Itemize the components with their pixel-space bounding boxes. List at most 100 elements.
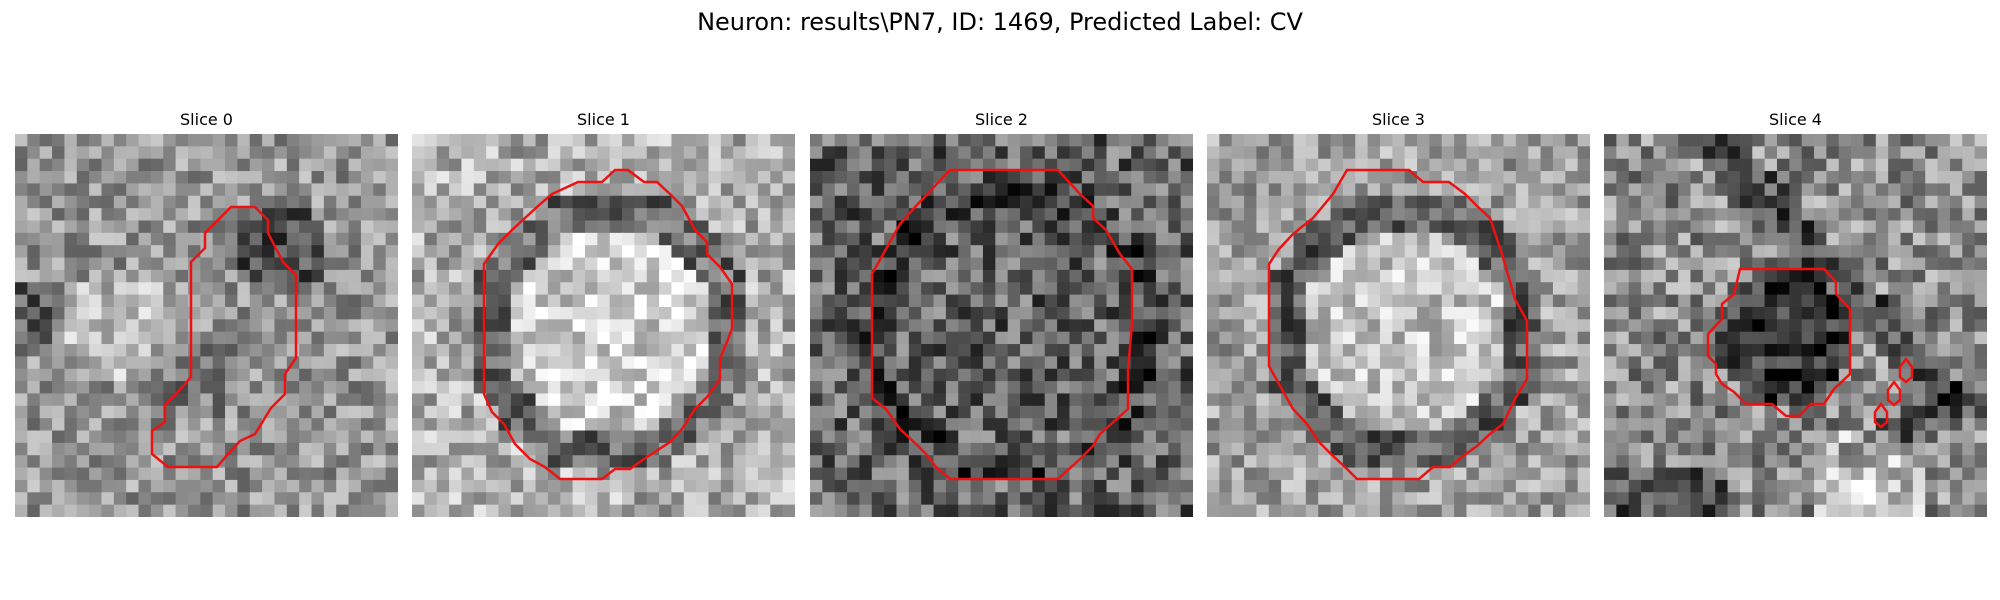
pixel: [1616, 356, 1630, 370]
pixel: [373, 245, 387, 259]
pixel: [757, 269, 771, 283]
pixel: [39, 319, 53, 333]
pixel: [1379, 492, 1393, 506]
pixel: [871, 430, 885, 444]
pixel: [1032, 504, 1046, 517]
pixel: [1404, 393, 1418, 407]
pixel: [1838, 504, 1852, 517]
pixel: [1268, 171, 1282, 185]
pixel: [1392, 467, 1406, 481]
pixel: [1342, 418, 1356, 432]
pixel: [1081, 319, 1095, 333]
pixel: [1007, 232, 1021, 246]
pixel: [871, 344, 885, 357]
pixel: [1900, 171, 1914, 185]
pixel: [1851, 381, 1865, 395]
pixel: [822, 356, 836, 370]
pixel: [1900, 418, 1914, 432]
pixel: [810, 356, 823, 370]
pixel: [373, 405, 387, 419]
pixel: [945, 269, 959, 283]
pixel: [970, 479, 984, 493]
pixel: [1155, 158, 1169, 172]
pixel: [1875, 504, 1889, 517]
pixel: [745, 393, 759, 407]
pixel: [1441, 418, 1455, 432]
pixel: [237, 381, 251, 395]
pixel: [126, 368, 140, 382]
pixel: [39, 479, 53, 493]
pixel: [175, 430, 189, 444]
pixel: [348, 257, 362, 271]
pixel: [1478, 368, 1492, 382]
pixel: [597, 393, 611, 407]
pixel: [163, 208, 177, 222]
pixel: [113, 183, 127, 197]
pixel: [1429, 158, 1443, 172]
pixel: [1515, 171, 1529, 185]
pixel: [745, 331, 759, 345]
pixel: [1168, 319, 1182, 333]
pixel: [757, 134, 771, 147]
pixel: [982, 195, 996, 209]
pixel: [1912, 467, 1926, 481]
pixel: [896, 504, 910, 517]
pixel: [1801, 257, 1815, 271]
pixel: [52, 381, 66, 395]
pixel: [1949, 479, 1963, 493]
pixel: [1367, 455, 1381, 469]
pixel: [720, 245, 734, 259]
pixel: [1851, 245, 1865, 259]
pixel: [1231, 146, 1245, 160]
pixel: [1441, 492, 1455, 506]
pixel: [1565, 171, 1579, 185]
pixel: [113, 393, 127, 407]
slice-contour-4: [1706, 267, 1852, 418]
pixel: [1678, 455, 1692, 469]
pixel: [822, 183, 836, 197]
pixel: [1330, 158, 1344, 172]
pixel: [847, 220, 861, 234]
pixel: [225, 269, 238, 283]
pixel: [1044, 269, 1058, 283]
pixel: [348, 418, 362, 432]
pixel: [1900, 455, 1914, 469]
pixel: [1826, 455, 1840, 469]
pixel: [1678, 418, 1692, 432]
pixel: [584, 492, 598, 506]
pixel: [1962, 418, 1976, 432]
pixel: [1491, 381, 1505, 395]
pixel: [1219, 306, 1233, 320]
pixel: [1577, 319, 1590, 333]
pixel: [498, 158, 512, 172]
pixel: [126, 455, 140, 469]
pixel: [1219, 368, 1233, 382]
pixel: [609, 282, 623, 296]
pixel: [896, 442, 910, 456]
pixel: [523, 282, 537, 296]
pixel: [237, 171, 251, 185]
pixel: [884, 504, 898, 517]
pixel: [1106, 368, 1120, 382]
pixel: [1081, 504, 1095, 517]
pixel: [1653, 257, 1667, 271]
pixel: [1776, 146, 1790, 160]
pixel: [299, 171, 313, 185]
pixel: [659, 319, 673, 333]
pixel: [274, 504, 288, 517]
pixel: [299, 344, 313, 357]
pixel: [1912, 368, 1926, 382]
pixel: [1057, 195, 1071, 209]
pixel: [757, 356, 771, 370]
pixel: [770, 269, 784, 283]
pixel: [933, 245, 947, 259]
pixel: [1367, 134, 1381, 147]
pixel: [1616, 195, 1630, 209]
pixel: [1256, 306, 1270, 320]
pixel: [138, 319, 152, 333]
pixel: [336, 430, 350, 444]
pixel: [1565, 405, 1579, 419]
pixel: [547, 331, 561, 345]
pixel: [659, 504, 673, 517]
pixel: [1962, 183, 1976, 197]
